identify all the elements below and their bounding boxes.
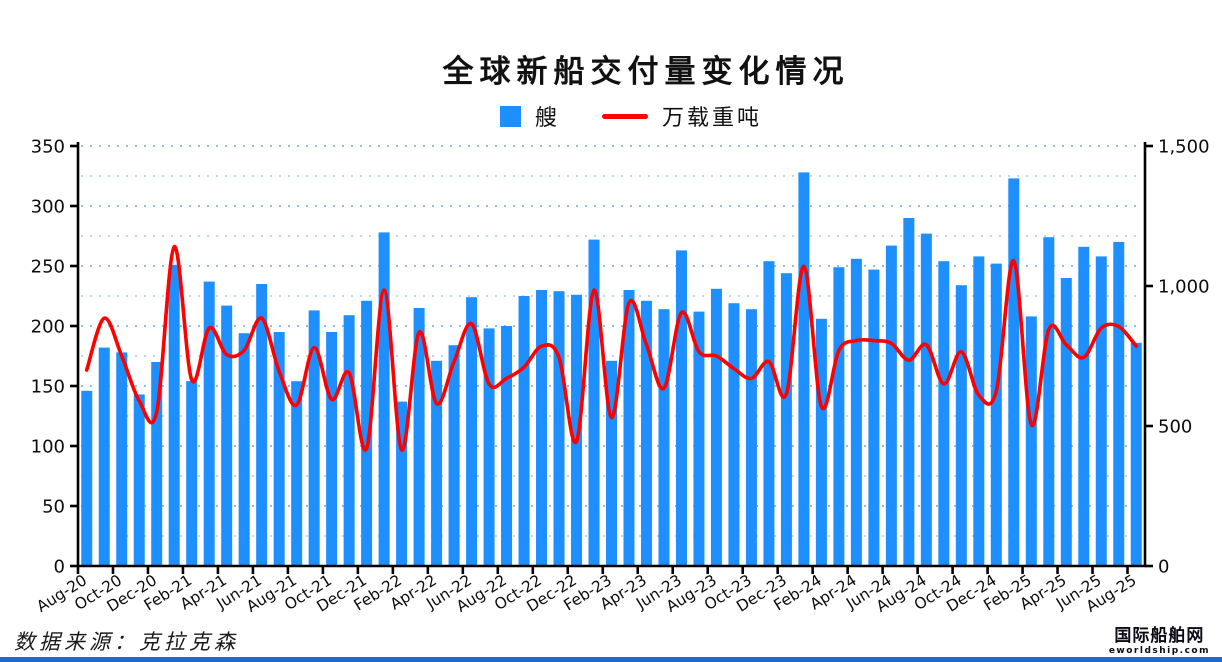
left-axis-labels: 0 50 100 150 200 250 300 350	[31, 137, 65, 578]
bar-Oct-20	[116, 352, 128, 566]
bar-May-25	[1078, 246, 1090, 567]
bar-Aug-24	[920, 233, 932, 566]
bar-Jul-25	[1113, 242, 1125, 566]
svg-text:1,500: 1,500	[1158, 137, 1210, 158]
svg-text:0: 0	[1158, 557, 1169, 578]
bar-Jun-21	[256, 284, 268, 566]
bar-Nov-21	[343, 315, 355, 566]
bar-Feb-21	[186, 381, 198, 566]
bar-Mar-24	[833, 267, 845, 566]
bar-Jan-21	[168, 264, 180, 566]
bar-Jul-24	[903, 218, 915, 566]
bar-Sep-22	[518, 296, 530, 566]
bar-Jul-21	[273, 332, 285, 566]
svg-text:200: 200	[31, 317, 65, 338]
site-logo: 国际船舶网 eworldship.com	[1109, 628, 1210, 656]
bar-Dec-23	[780, 273, 792, 566]
bar-Dec-21	[361, 300, 373, 566]
bar-Oct-22	[536, 290, 548, 566]
bar-Jun-23	[675, 250, 687, 566]
bar-Jan-25	[1008, 178, 1020, 566]
bar-Apr-21	[221, 305, 233, 566]
bar-Jun-25	[1095, 256, 1107, 566]
svg-text:1,000: 1,000	[1158, 277, 1210, 298]
svg-text:300: 300	[31, 197, 65, 218]
axes	[70, 142, 1153, 574]
bar-Oct-23	[745, 309, 757, 566]
bar-Nov-20	[133, 394, 145, 566]
bar-Feb-23	[606, 360, 617, 566]
bar-Aug-20	[81, 390, 93, 566]
bar-May-21	[238, 333, 250, 566]
line-series-label: 万载重吨	[662, 106, 763, 131]
bar-Sep-20	[98, 347, 110, 566]
bar-Feb-24	[815, 318, 827, 566]
bar-Apr-24	[850, 258, 862, 566]
bar-Oct-24	[955, 285, 967, 566]
site-logo-name: 国际船舶网	[1114, 626, 1205, 646]
bar-series-swatch	[499, 105, 521, 127]
chart-legend: 艘 万载重吨	[0, 100, 1222, 132]
bar-Feb-22	[396, 401, 408, 566]
bar-Oct-21	[326, 332, 338, 566]
bar-Jul-23	[693, 311, 705, 566]
bar-Apr-25	[1060, 278, 1072, 566]
bar-Aug-22	[501, 326, 513, 566]
bar-Dec-24	[990, 263, 1002, 566]
svg-text:500: 500	[1158, 417, 1192, 438]
bar-Feb-25	[1025, 316, 1037, 566]
site-logo-domain: eworldship.com	[1108, 646, 1210, 656]
svg-text:0: 0	[54, 557, 65, 578]
data-source-note: 数据来源：克拉克森	[14, 630, 239, 654]
bar-Mar-25	[1043, 237, 1055, 566]
bar-Jul-22	[483, 328, 495, 566]
bar-Aug-21	[291, 381, 303, 566]
bar-Nov-22	[553, 291, 565, 566]
bar-Sep-21	[308, 310, 320, 566]
bar-Jan-24	[798, 172, 810, 566]
bar-Dec-22	[571, 294, 583, 566]
bar-May-23	[658, 309, 670, 566]
footer-accent-bar	[0, 657, 1222, 662]
bar-series-label: 艘	[534, 106, 560, 131]
bar-Apr-23	[640, 300, 652, 566]
bar-Aug-25	[1130, 342, 1142, 566]
bar-Nov-24	[973, 256, 985, 566]
bar-Jan-22	[378, 232, 390, 566]
bar-May-22	[448, 345, 460, 566]
line-series-swatch	[602, 113, 648, 119]
svg-text:250: 250	[31, 257, 65, 278]
line-series	[84, 244, 1139, 452]
svg-text:100: 100	[31, 437, 65, 458]
svg-text:150: 150	[31, 377, 65, 398]
svg-text:350: 350	[31, 137, 65, 158]
bar-series	[81, 172, 1142, 567]
bar-Aug-23	[710, 288, 722, 566]
chart-title: 全球新船交付量变化情况	[442, 54, 850, 90]
bar-Jan-23	[588, 239, 600, 566]
bar-Mar-22	[413, 308, 425, 566]
bar-May-24	[868, 269, 880, 566]
bar-Mar-23	[623, 290, 635, 566]
bar-Nov-23	[763, 261, 775, 566]
bar-Mar-21	[203, 281, 215, 566]
svg-text:50: 50	[42, 497, 65, 518]
x-axis-labels: Aug-20Oct-20Dec-20Feb-21Apr-21Jun-21Aug-…	[33, 571, 1139, 616]
bar-Sep-23	[728, 303, 740, 566]
bar-Dec-20	[151, 362, 163, 566]
bar-Jun-24	[885, 245, 897, 566]
bar-Apr-22	[431, 360, 443, 566]
right-axis-labels: 0 500 1,000 1,500	[1158, 137, 1210, 578]
bar-Jun-22	[466, 297, 478, 566]
bar-Sep-24	[938, 261, 950, 566]
